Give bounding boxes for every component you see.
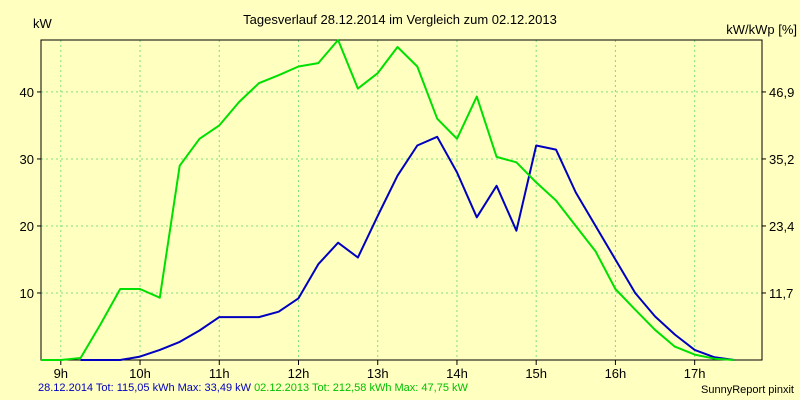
x-tick-label: 9h [54, 366, 68, 381]
x-tick-label: 15h [525, 366, 547, 381]
legend: 28.12.2014 Tot: 115,05 kWh Max: 33,49 kW… [38, 382, 468, 394]
right-axis-unit: kW/kWp [%] [726, 22, 797, 37]
axis-ticks: 9h 10h 11h 12h 13h 14h 15h 16h 17h 10 11,7 20 23,4 30… [20, 85, 795, 381]
series-line-2 [41, 39, 735, 361]
data-series [41, 39, 735, 361]
y-tick-label-right: 11,7 [769, 286, 793, 301]
x-tick-label: 12h [288, 366, 310, 381]
x-tick-label: 17h [684, 366, 706, 381]
legend-series-2: 02.12.2013 Tot: 212,58 kWh Max: 47,75 kW [254, 382, 468, 394]
left-axis-unit: kW [33, 16, 53, 31]
x-tick-label: 14h [446, 366, 468, 381]
x-tick-label: 16h [605, 366, 627, 381]
y-tick-label-left: 30 [20, 152, 34, 167]
y-tick-label-right: 46,9 [769, 85, 794, 100]
grid-lines [41, 40, 762, 360]
x-tick-label: 11h [209, 366, 230, 381]
chart-title: Tagesverlauf 28.12.2014 im Vergleich zum… [243, 12, 557, 27]
x-tick-label: 10h [129, 366, 151, 381]
plot-frame [40, 39, 763, 361]
x-tick-label: 13h [367, 366, 389, 381]
y-tick-label-left: 20 [20, 219, 34, 234]
y-tick-label-left: 10 [20, 286, 34, 301]
y-tick-label-right: 35,2 [769, 152, 794, 167]
y-tick-label-right: 23,4 [769, 219, 794, 234]
footer-credit: SunnyReport pinxit [701, 384, 794, 396]
y-tick-label-left: 40 [20, 85, 34, 100]
legend-series-1: 28.12.2014 Tot: 115,05 kWh Max: 33,49 kW [38, 382, 251, 394]
series-line-1 [80, 135, 735, 361]
